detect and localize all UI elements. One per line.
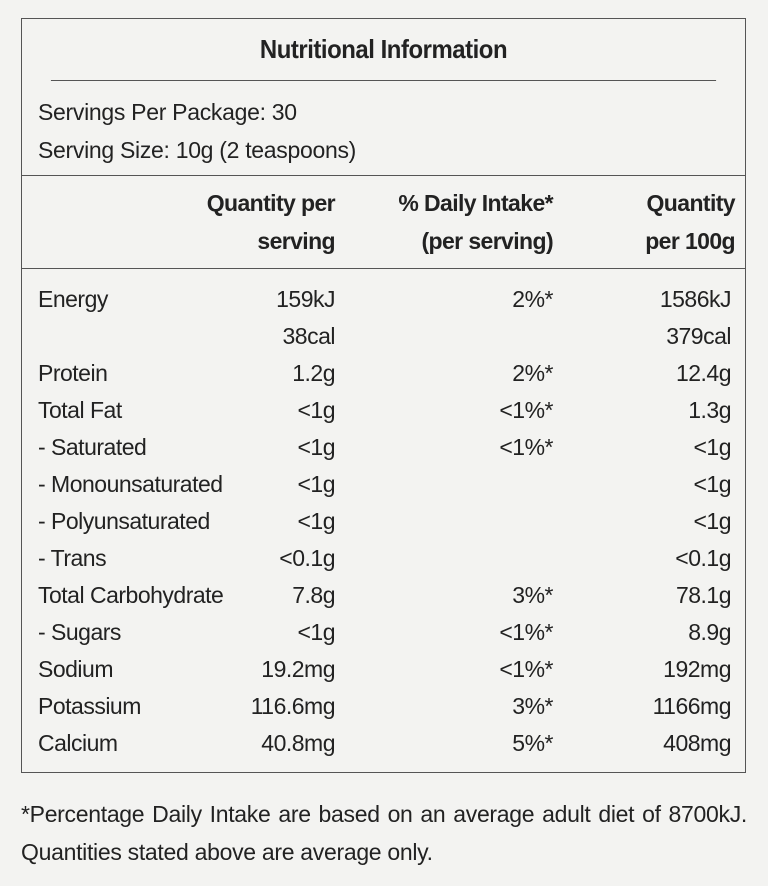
quantity-per-100g: 8.9g: [688, 619, 731, 645]
quantity-per-serving: 159kJ: [276, 286, 335, 312]
daily-intake: 2%*: [512, 360, 553, 386]
nutrient-name: - Saturated: [38, 434, 147, 460]
quantity-per-serving: 38cal: [282, 323, 336, 349]
header-pdi-line2: (per serving): [421, 228, 553, 254]
nutrient-name: Total Fat: [38, 397, 122, 423]
daily-intake: 2%*: [512, 286, 553, 312]
nutrient-table: Energy 159kJ 2%* 1586kJ 38cal 379cal Protein 1.…: [22, 269, 745, 762]
header-daily-intake: % Daily Intake* (per serving): [323, 184, 553, 260]
header-pdi-line1: % Daily Intake*: [398, 190, 553, 216]
nutrient-name: Calcium: [38, 730, 118, 756]
table-row: Protein 1.2g 2%* 12.4g: [22, 355, 745, 392]
header-quantity-per-100g: Quantity per 100g: [585, 184, 735, 260]
quantity-per-serving: 40.8mg: [261, 730, 335, 756]
quantity-per-100g: <1g: [693, 434, 731, 460]
daily-intake: <1%*: [499, 619, 553, 645]
table-row: Potassium 116.6mg 3%* 1166mg: [22, 688, 745, 725]
quantity-per-serving: <0.1g: [279, 545, 335, 571]
quantity-per-serving: 7.8g: [292, 582, 335, 608]
nutrient-name: Energy: [38, 286, 108, 312]
nutrient-name: Total Carbohydrate: [38, 582, 224, 608]
header-q100-line2: per 100g: [645, 228, 735, 254]
quantity-per-serving: <1g: [297, 508, 335, 534]
nutrition-panel: Nutritional Information Servings Per Pac…: [21, 18, 746, 773]
quantity-per-serving: <1g: [297, 619, 335, 645]
table-row: Calcium 40.8mg 5%* 408mg: [22, 725, 745, 762]
quantity-per-serving: <1g: [297, 397, 335, 423]
quantity-per-serving: 1.2g: [292, 360, 335, 386]
quantity-per-100g: <0.1g: [675, 545, 731, 571]
daily-intake: <1%*: [499, 434, 553, 460]
header-qps-line1: Quantity per: [206, 190, 336, 216]
nutrient-name: Sodium: [38, 656, 113, 682]
quantity-per-100g: 408mg: [663, 730, 731, 756]
quantity-per-100g: 1.3g: [688, 397, 731, 423]
column-headers: Quantity per serving % Daily Intake* (pe…: [22, 176, 745, 269]
daily-intake: 3%*: [512, 693, 553, 719]
quantity-per-serving: <1g: [297, 471, 335, 497]
header-quantity-per-serving: Quantity per serving: [135, 184, 336, 260]
table-row: Total Carbohydrate 7.8g 3%* 78.1g: [22, 577, 745, 614]
table-row: - Sugars <1g <1%* 8.9g: [22, 614, 745, 651]
quantity-per-100g: <1g: [693, 508, 731, 534]
daily-intake: <1%*: [499, 397, 553, 423]
daily-intake: <1%*: [499, 656, 553, 682]
nutrient-name: Protein: [38, 360, 108, 386]
table-row: Total Fat <1g <1%* 1.3g: [22, 392, 745, 429]
table-row: 38cal 379cal: [22, 318, 745, 355]
table-row: - Monounsaturated <1g <1g: [22, 466, 745, 503]
table-row: - Polyunsaturated <1g <1g: [22, 503, 745, 540]
quantity-per-serving: <1g: [297, 434, 335, 460]
daily-intake: 3%*: [512, 582, 553, 608]
quantity-per-100g: 78.1g: [675, 582, 732, 608]
quantity-per-100g: 192mg: [663, 656, 731, 682]
quantity-per-serving: 19.2mg: [261, 656, 335, 682]
nutrient-name: Potassium: [38, 693, 141, 719]
table-row: Energy 159kJ 2%* 1586kJ: [22, 281, 745, 318]
quantity-per-100g: 379cal: [666, 323, 731, 349]
table-row: Sodium 19.2mg <1%* 192mg: [22, 651, 745, 688]
quantity-per-100g: 1586kJ: [659, 286, 732, 312]
nutrient-name: - Monounsaturated: [38, 471, 223, 497]
header-q100-line1: Quantity: [646, 190, 736, 216]
table-row: - Trans <0.1g <0.1g: [22, 540, 745, 577]
table-row: - Saturated <1g <1%* <1g: [22, 429, 745, 466]
panel-title: Nutritional Information: [50, 19, 717, 81]
footnote: *Percentage Daily Intake are based on an…: [21, 801, 747, 865]
header-qps-line2: serving: [257, 228, 335, 254]
nutrient-name: - Polyunsaturated: [38, 508, 210, 534]
nutrient-name: - Sugars: [38, 619, 121, 645]
quantity-per-100g: 1166mg: [652, 693, 732, 719]
quantity-per-100g: 12.4g: [675, 360, 732, 386]
servings-per-package: Servings Per Package: 30: [38, 99, 297, 125]
daily-intake: 5%*: [512, 730, 553, 756]
quantity-per-serving: 116.6mg: [250, 693, 336, 719]
nutrient-name: - Trans: [38, 545, 107, 571]
serving-size: Serving Size: 10g (2 teaspoons): [38, 137, 357, 163]
quantity-per-100g: <1g: [693, 471, 731, 497]
serving-info: Servings Per Package: 30 Serving Size: 1…: [22, 81, 745, 176]
